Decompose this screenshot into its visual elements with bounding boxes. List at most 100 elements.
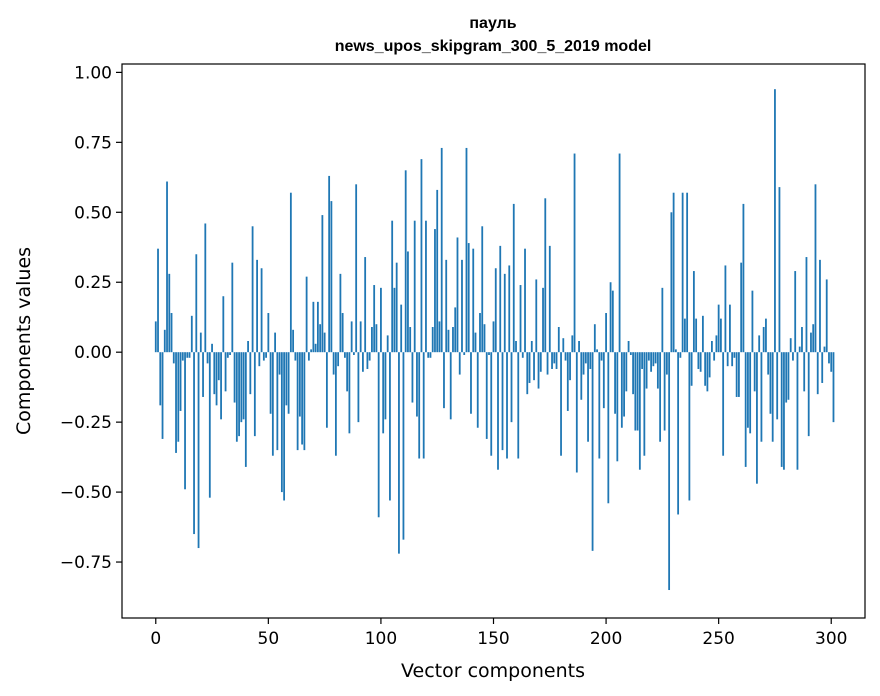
bar-152 [497,352,499,470]
bar-279 [783,352,785,470]
y-tick-label: −0.25 [60,413,112,433]
bar-263 [747,352,749,428]
bar-38 [240,352,243,423]
y-axis-label: Components values [13,247,35,435]
x-axis-label: Vector components [401,660,585,682]
bar-299 [828,352,830,364]
bar-15 [188,352,191,358]
bar-229 [670,212,673,353]
bar-213 [634,352,637,431]
bar-275 [774,89,776,353]
bar-224 [659,352,662,442]
bar-61 [292,329,295,353]
bar-186 [573,153,576,353]
bar-118 [420,159,423,353]
bar-226 [663,352,666,431]
bar-114 [411,352,414,403]
bar-27 [215,352,218,406]
bar-171 [539,352,542,372]
bar-42 [249,352,252,395]
bar-203 [611,290,614,353]
bar-251 [720,318,722,353]
bar-214 [636,352,639,431]
bar-300 [830,352,833,372]
bar-123 [431,327,434,353]
bar-188 [578,341,580,353]
bar-231 [674,349,677,353]
bar-129 [445,259,448,353]
bar-28 [217,352,220,381]
bar-52 [271,352,274,456]
bar-20 [199,332,202,353]
bar-135 [458,352,461,375]
bar-55 [278,352,281,375]
bar-58 [285,352,288,406]
bar-268 [758,335,761,353]
bar-223 [656,352,659,389]
bar-41 [247,341,249,353]
bar-192 [587,352,589,442]
bar-14 [186,352,189,358]
bar-158 [510,352,513,423]
bar-196 [596,349,598,353]
bar-30 [222,296,225,353]
bar-43 [251,226,254,353]
bar-149 [490,352,493,456]
bar-195 [593,324,596,353]
bar-80 [334,352,337,456]
bar-153 [499,245,502,353]
y-tick-label: 0.75 [74,133,112,153]
bar-175 [548,245,551,353]
bar-265 [751,290,754,353]
bar-119 [422,352,425,459]
x-tick-label: 50 [258,629,280,649]
bar-183 [566,352,569,411]
bar-108 [398,352,400,554]
bar-9 [175,352,177,453]
bar-283 [792,352,794,361]
bar-210 [627,341,630,353]
bar-103 [386,335,389,353]
bar-89 [355,184,358,353]
bar-54 [276,352,279,451]
bar-169 [535,279,538,353]
bar-176 [551,352,553,369]
bar-46 [258,352,261,367]
bar-264 [749,352,752,434]
bar-82 [339,273,342,353]
bar-257 [733,352,736,358]
bar-125 [436,189,439,353]
bar-5 [166,181,168,353]
bar-93 [364,257,367,353]
bar-294 [816,352,819,395]
bar-298 [825,279,828,353]
bar-286 [798,346,801,353]
bar-56 [280,352,283,493]
bar-295 [819,259,821,353]
bar-207 [620,352,623,428]
bar-32 [226,352,229,358]
bar-177 [553,352,556,364]
y-tick-label: 0.50 [74,203,112,223]
bar-57 [283,352,286,501]
y-ticks: −0.75 −0.50 −0.25 0.00 0.25 0.50 0.75 1.00 [60,63,122,573]
bar-254 [726,352,729,367]
bar-3 [161,352,164,439]
bar-33 [229,352,231,355]
bar-249 [715,335,718,353]
bar-235 [683,318,686,353]
bar-115 [413,220,416,353]
bar-50 [267,313,270,353]
bar-246 [708,352,711,378]
bar-29 [220,352,222,420]
bar-233 [679,352,682,358]
bar-161 [517,352,520,459]
bar-163 [521,352,524,358]
bar-215 [638,352,641,470]
bar-172 [542,287,544,353]
bar-136 [461,259,463,353]
bar-69 [310,349,313,353]
bar-107 [395,262,398,353]
bar-218 [645,352,648,389]
x-tick-label: 0 [150,629,161,649]
